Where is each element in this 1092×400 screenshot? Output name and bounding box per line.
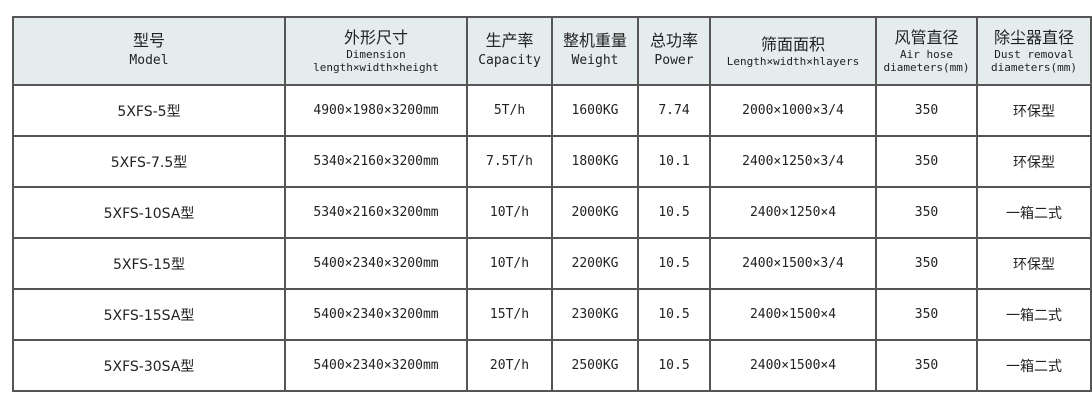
- cell-weight: 1800KG: [551, 135, 639, 188]
- cell-screen-area: 2400×1500×4: [709, 339, 877, 392]
- cell-air-hose: 350: [875, 84, 978, 137]
- cell-dust-removal: 一箱二式: [976, 339, 1092, 392]
- cell-weight: 2200KG: [551, 237, 639, 290]
- cell-air-hose: 350: [875, 237, 978, 290]
- table-row: 5XFS-30SA型 5400×2340×3200mm 20T/h 2500KG 10.…: [12, 339, 1092, 392]
- cell-model: 5XFS-5型: [12, 84, 286, 137]
- cell-capacity: 20T/h: [466, 339, 553, 392]
- spec-table: 型号 Model 外形尺寸 Dimension length×width×height…: [12, 16, 1092, 392]
- cell-model: 5XFS-15型: [12, 237, 286, 290]
- cell-dust-removal: 一箱二式: [976, 186, 1092, 239]
- cell-dust-removal: 环保型: [976, 135, 1092, 188]
- cell-dimension: 5400×2340×3200mm: [284, 237, 468, 290]
- cell-power: 10.5: [637, 186, 711, 239]
- table-row: 5XFS-15型 5400×2340×3200mm 10T/h 2200KG 10.5 2…: [12, 237, 1092, 290]
- cell-dimension: 5340×2160×3200mm: [284, 186, 468, 239]
- cell-power: 10.1: [637, 135, 711, 188]
- cell-weight: 2000KG: [551, 186, 639, 239]
- header-row: 型号 Model 外形尺寸 Dimension length×width×height…: [12, 16, 1092, 86]
- cell-power: 10.5: [637, 288, 711, 341]
- table-row: 5XFS-10SA型 5340×2160×3200mm 10T/h 2000KG 10.…: [12, 186, 1092, 239]
- cell-weight: 2300KG: [551, 288, 639, 341]
- cell-dimension: 5400×2340×3200mm: [284, 288, 468, 341]
- cell-screen-area: 2400×1500×4: [709, 288, 877, 341]
- cell-screen-area: 2400×1250×4: [709, 186, 877, 239]
- cell-capacity: 15T/h: [466, 288, 553, 341]
- cell-power: 10.5: [637, 339, 711, 392]
- header-model: 型号 Model: [12, 16, 286, 86]
- cell-model: 5XFS-15SA型: [12, 288, 286, 341]
- cell-weight: 2500KG: [551, 339, 639, 392]
- cell-air-hose: 350: [875, 288, 978, 341]
- cell-model: 5XFS-10SA型: [12, 186, 286, 239]
- table-row: 5XFS-5型 4900×1980×3200mm 5T/h 1600KG 7.74 200…: [12, 84, 1092, 137]
- cell-dimension: 5400×2340×3200mm: [284, 339, 468, 392]
- cell-screen-area: 2000×1000×3/4: [709, 84, 877, 137]
- cell-model: 5XFS-30SA型: [12, 339, 286, 392]
- cell-capacity: 10T/h: [466, 237, 553, 290]
- cell-weight: 1600KG: [551, 84, 639, 137]
- cell-dust-removal: 环保型: [976, 237, 1092, 290]
- cell-air-hose: 350: [875, 135, 978, 188]
- header-weight: 整机重量 Weight: [551, 16, 639, 86]
- header-dimension: 外形尺寸 Dimension length×width×height: [284, 16, 468, 86]
- cell-capacity: 10T/h: [466, 186, 553, 239]
- header-air-hose: 风管直径 Air hose diameters(mm): [875, 16, 978, 86]
- cell-air-hose: 350: [875, 186, 978, 239]
- cell-dust-removal: 环保型: [976, 84, 1092, 137]
- cell-screen-area: 2400×1250×3/4: [709, 135, 877, 188]
- cell-screen-area: 2400×1500×3/4: [709, 237, 877, 290]
- cell-dimension: 5340×2160×3200mm: [284, 135, 468, 188]
- cell-capacity: 7.5T/h: [466, 135, 553, 188]
- cell-power: 10.5: [637, 237, 711, 290]
- header-capacity: 生产率 Capacity: [466, 16, 553, 86]
- header-dust-removal: 除尘器直径 Dust removal diameters(mm): [976, 16, 1092, 86]
- cell-air-hose: 350: [875, 339, 978, 392]
- table-row: 5XFS-15SA型 5400×2340×3200mm 15T/h 2300KG 10.…: [12, 288, 1092, 341]
- cell-dimension: 4900×1980×3200mm: [284, 84, 468, 137]
- header-screen-area: 筛面面积 Length×width×hlayers: [709, 16, 877, 86]
- cell-power: 7.74: [637, 84, 711, 137]
- header-power: 总功率 Power: [637, 16, 711, 86]
- cell-model: 5XFS-7.5型: [12, 135, 286, 188]
- cell-capacity: 5T/h: [466, 84, 553, 137]
- table-row: 5XFS-7.5型 5340×2160×3200mm 7.5T/h 1800KG 10.…: [12, 135, 1092, 188]
- cell-dust-removal: 一箱二式: [976, 288, 1092, 341]
